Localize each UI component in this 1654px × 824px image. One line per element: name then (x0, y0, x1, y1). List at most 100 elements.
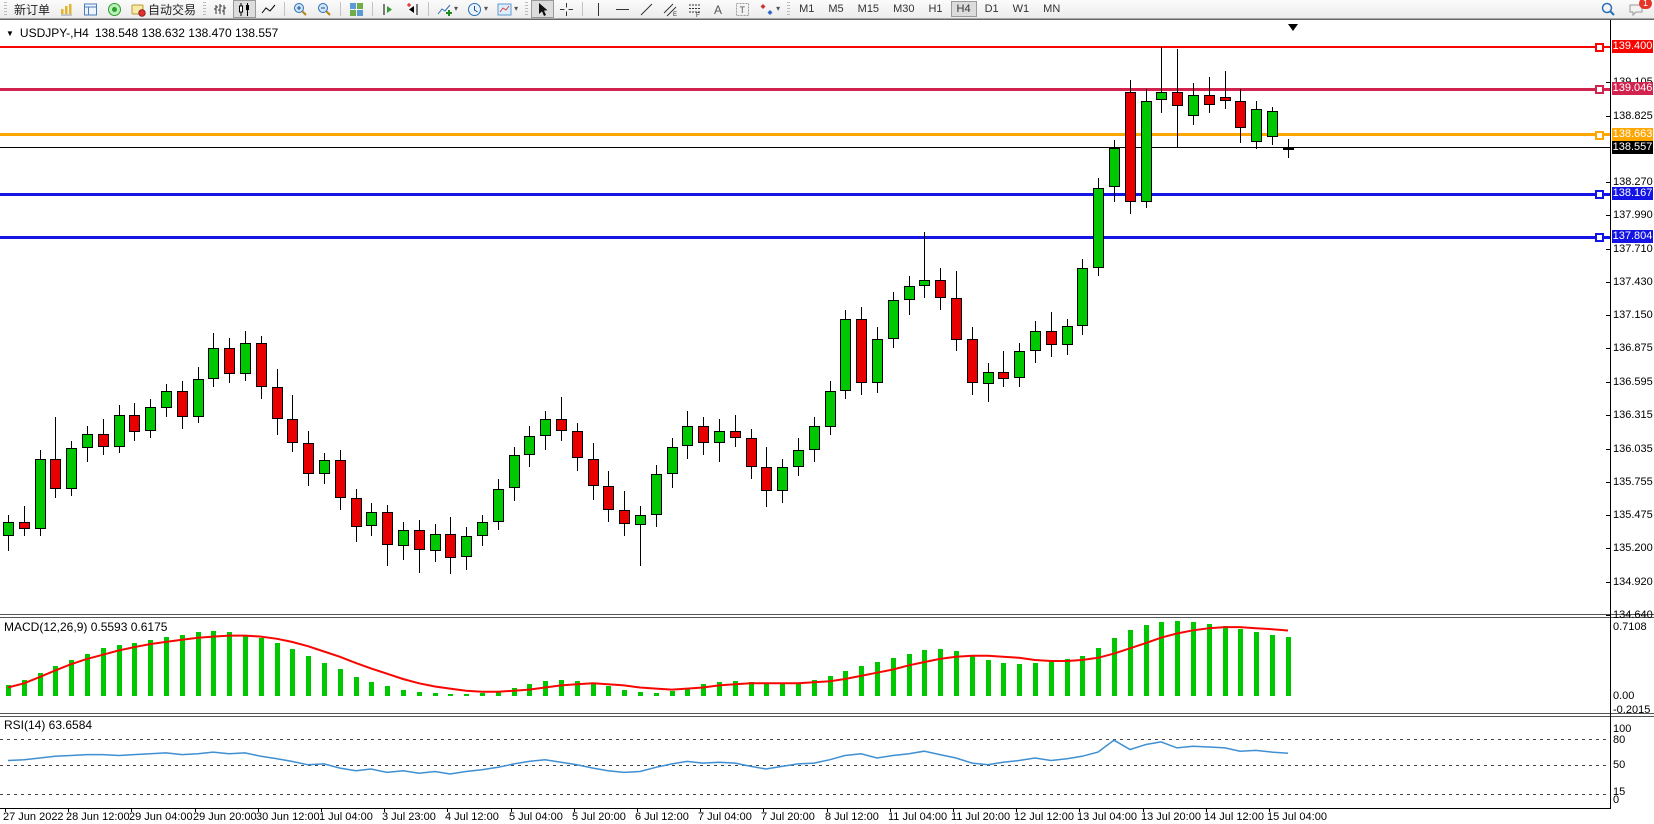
price-level-badge: 138.557 (1612, 141, 1653, 154)
periods-dropdown-caret[interactable]: ▾ (484, 4, 489, 13)
time-label: 29 Jun 20:00 (193, 811, 257, 823)
timeframe-button-m30[interactable]: M30 (893, 3, 915, 15)
chart-shift-marker[interactable] (1288, 24, 1298, 31)
candle-body (667, 447, 678, 474)
toolbar-separator (372, 2, 374, 16)
price-tick-label: 137.430 (1613, 276, 1653, 289)
zoom-in-button[interactable] (289, 0, 312, 18)
chart-area[interactable]: ▼ USDJPY-,H4 138.548 138.632 138.470 138… (0, 19, 1654, 824)
timeframe-button-h1[interactable]: H1 (928, 3, 943, 15)
indicators-dropdown-caret[interactable]: ▾ (454, 4, 459, 13)
macd-bar (290, 649, 295, 696)
timeframe-button-m1[interactable]: M1 (799, 3, 815, 15)
timeframe-button-mn[interactable]: MN (1043, 3, 1061, 15)
cursor-button[interactable] (531, 0, 555, 18)
level-marker[interactable] (1595, 190, 1604, 200)
price-tick-label: 137.150 (1613, 309, 1653, 322)
candle-body (224, 348, 235, 374)
vertical-line-button[interactable] (587, 0, 610, 18)
macd-bar (1254, 632, 1259, 696)
line-chart-button[interactable] (257, 0, 280, 18)
level-marker[interactable] (1595, 233, 1604, 243)
price-level-line[interactable] (0, 133, 1610, 136)
price-level-line[interactable] (0, 236, 1610, 239)
text-label-button[interactable]: T (731, 0, 754, 18)
price-level-line[interactable] (0, 193, 1610, 196)
toolbar-grip[interactable] (787, 2, 791, 16)
market-watch-button[interactable] (55, 0, 78, 18)
toolbar-grip[interactable] (525, 2, 529, 16)
collapse-arrow-icon[interactable]: ▼ (6, 28, 14, 38)
time-label: 7 Jul 04:00 (698, 811, 752, 823)
toolbar-grip[interactable] (203, 2, 207, 16)
macd-bar (53, 666, 58, 696)
chart-shift-button[interactable] (401, 0, 424, 18)
candle-body (540, 419, 551, 436)
trendline-button[interactable] (635, 0, 658, 18)
toolbar-grip[interactable] (4, 2, 7, 16)
equidistant-channel-button[interactable]: E (659, 0, 682, 18)
symbol-period-label: USDJPY-,H4 (19, 26, 89, 40)
candlestick-chart-button[interactable] (233, 0, 257, 18)
time-label: 14 Jul 12:00 (1204, 811, 1264, 823)
price-tick (1606, 415, 1610, 417)
macd-bar (1286, 637, 1291, 696)
macd-axis-label: 0.00 (1613, 690, 1635, 702)
arrows-button[interactable]: ▾ (755, 0, 784, 18)
price-level-line[interactable] (0, 147, 1610, 148)
price-tick (1606, 115, 1610, 117)
macd-bar (796, 683, 801, 696)
timeframe-button-w1[interactable]: W1 (1012, 3, 1030, 15)
rsi-level-line (0, 765, 1610, 766)
macd-bar (1049, 661, 1054, 696)
candle-wick (55, 417, 56, 498)
macd-bar (828, 676, 833, 696)
macd-bar (69, 660, 74, 696)
crosshair-button[interactable] (555, 0, 578, 18)
timeframe-button-m15[interactable]: M15 (857, 3, 880, 15)
timeframe-button-h4[interactable]: H4 (950, 1, 977, 17)
auto-trading-button[interactable]: 自动交易 (127, 0, 200, 18)
indicators-button[interactable]: ▾ (433, 0, 462, 18)
candle-body (1172, 92, 1183, 106)
auto-scroll-button[interactable] (377, 0, 400, 18)
periods-button[interactable]: ▾ (463, 0, 492, 18)
templates-dropdown-caret[interactable]: ▾ (514, 4, 519, 13)
arrows-dropdown-caret[interactable]: ▾ (776, 4, 781, 13)
macd-bar (670, 691, 675, 696)
search-button[interactable] (1597, 0, 1620, 18)
candle-body (303, 443, 314, 474)
price-level-line[interactable] (0, 88, 1610, 91)
level-marker[interactable] (1595, 130, 1604, 140)
time-tick (574, 808, 575, 812)
pane-separator[interactable] (0, 614, 1654, 618)
candle-body (1077, 268, 1088, 326)
bar-chart-button[interactable] (209, 0, 232, 18)
vertical-line-icon (591, 2, 606, 17)
horizontal-line-button[interactable] (611, 0, 634, 18)
navigator-button[interactable] (103, 0, 126, 18)
price-level-line[interactable] (0, 46, 1610, 48)
zoom-out-button[interactable] (313, 0, 336, 18)
timeframe-button-m5[interactable]: M5 (828, 3, 844, 15)
rsi-axis-label: 80 (1613, 734, 1626, 746)
candle-body (872, 339, 883, 383)
candle-body (714, 431, 725, 443)
time-label: 8 Jul 12:00 (825, 811, 879, 823)
pane-separator[interactable] (0, 713, 1654, 717)
macd-bar (875, 662, 880, 696)
level-marker[interactable] (1595, 43, 1604, 52)
data-window-button[interactable] (79, 0, 102, 18)
level-marker[interactable] (1595, 85, 1604, 95)
fibonacci-button[interactable]: F (683, 0, 706, 18)
text-button[interactable]: A (707, 0, 730, 18)
candle-body (445, 534, 456, 558)
time-tick (1269, 808, 1270, 812)
new-order-button[interactable]: 新订单 (10, 0, 54, 18)
notifications-button[interactable]: 1 (1624, 0, 1652, 18)
timeframe-button-d1[interactable]: D1 (984, 3, 999, 15)
templates-button[interactable]: ▾ (493, 0, 522, 18)
time-tick (195, 808, 196, 812)
tile-windows-button[interactable] (345, 0, 368, 18)
zoom-in-icon (293, 2, 308, 17)
